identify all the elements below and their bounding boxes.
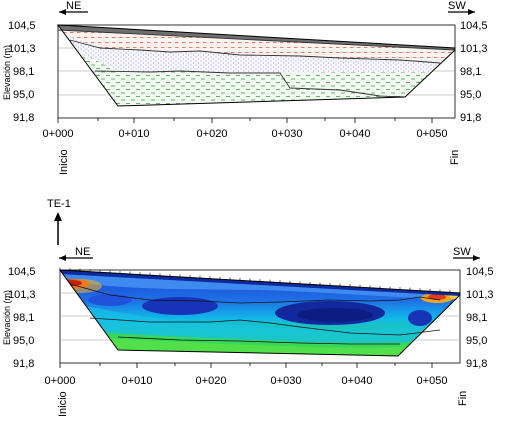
top-x-tick-4: 0+040 — [340, 128, 371, 140]
top-y-tick-left-1: 101,3 — [8, 43, 36, 55]
top-y-labels-right: 104,5 101,3 98,1 95,0 91,8 — [460, 20, 488, 124]
bottom-end-label: Fin — [457, 391, 469, 406]
resistivity-contours — [69, 283, 441, 345]
top-surface-ticks — [57, 25, 456, 52]
top-dir-right-label: SW — [448, 0, 466, 12]
section-id-label: TE-1 — [47, 198, 71, 210]
top-x-tick-1: 0+010 — [119, 128, 150, 140]
top-y-tick-left-2: 98,1 — [13, 66, 34, 78]
section-marker: TE-1 — [47, 198, 71, 245]
top-y-tick-right-0: 104,5 — [460, 20, 488, 32]
bottom-y-tick-right-1: 101,3 — [466, 289, 494, 301]
bottom-y-tick-right-3: 95,0 — [466, 335, 487, 347]
top-y-tick-left-3: 95,0 — [13, 89, 34, 101]
top-y-labels-left: 104,5 101,3 98,1 95,0 91,8 — [8, 20, 36, 124]
bottom-y-tick-right-4: 91,8 — [466, 358, 487, 370]
bottom-y-tick-left-0: 104,5 — [8, 266, 36, 278]
top-dir-left-label: NE — [66, 0, 81, 12]
bottom-section-outline — [58, 269, 461, 357]
bottom-x-tick-2: 0+020 — [196, 375, 227, 387]
top-x-tick-5: 0+050 — [417, 128, 448, 140]
bottom-y-labels-right: 104,5 101,3 98,1 95,0 91,8 — [466, 266, 494, 370]
top-y-axis-title: Elevación (m) — [2, 45, 12, 100]
bottom-dir-right: SW — [453, 246, 480, 261]
bottom-start-label: Inicio — [57, 391, 69, 417]
bottom-y-tick-left-2: 98,1 — [13, 312, 34, 324]
bottom-y-tick-right-2: 98,1 — [466, 312, 487, 324]
top-y-tick-right-3: 95,0 — [460, 89, 481, 101]
top-y-tick-left-4: 91,8 — [13, 112, 34, 124]
bottom-x-tick-4: 0+040 — [342, 375, 373, 387]
bottom-y-tick-left-1: 101,3 — [8, 289, 36, 301]
resistivity-section — [60, 270, 460, 356]
bottom-dir-right-label: SW — [453, 246, 471, 258]
top-y-tick-right-4: 91,8 — [460, 112, 481, 124]
bottom-axes-frame — [59, 269, 461, 364]
electrode-markers — [59, 267, 461, 294]
top-x-tick-0: 0+000 — [43, 128, 74, 140]
bottom-x-tick-marks — [59, 363, 433, 368]
bottom-dir-left: NE — [59, 246, 93, 261]
top-section-outline — [56, 24, 456, 107]
bottom-y-tick-right-0: 104,5 — [466, 266, 494, 278]
bottom-dir-left-label: NE — [75, 246, 90, 258]
top-axes-frame — [57, 24, 456, 119]
bottom-profile: NE SW — [58, 246, 480, 364]
top-x-tick-marks — [57, 118, 433, 123]
bottom-x-tick-5: 0+050 — [417, 375, 448, 387]
top-x-tick-2: 0+020 — [197, 128, 228, 140]
bottom-x-tick-1: 0+010 — [122, 375, 153, 387]
top-profile: NE SW — [56, 0, 475, 119]
bottom-y-tick-left-4: 91,8 — [13, 358, 34, 370]
bottom-x-tick-3: 0+030 — [271, 375, 302, 387]
top-x-labels: 0+000 0+010 0+020 0+030 0+040 0+050 — [43, 128, 448, 140]
bottom-y-labels-left: 104,5 101,3 98,1 95,0 91,8 — [8, 266, 36, 370]
bottom-y-tick-left-3: 95,0 — [13, 335, 34, 347]
bottom-y-axis-title: Elevación (m) — [2, 290, 12, 345]
bottom-x-tick-0: 0+000 — [45, 375, 76, 387]
top-dir-right: SW — [448, 0, 475, 15]
top-x-tick-3: 0+030 — [272, 128, 303, 140]
top-end-label: Fin — [449, 150, 461, 165]
top-y-tick-right-1: 101,3 — [460, 43, 488, 55]
top-y-tick-left-0: 104,5 — [8, 20, 36, 32]
bottom-x-labels: 0+000 0+010 0+020 0+030 0+040 0+050 — [45, 375, 448, 387]
top-start-label: Inicio — [58, 149, 70, 175]
north-arrow-icon — [54, 212, 62, 221]
top-dir-left: NE — [59, 0, 88, 15]
top-y-tick-right-2: 98,1 — [460, 66, 481, 78]
top-layer-boundaries — [57, 29, 456, 98]
